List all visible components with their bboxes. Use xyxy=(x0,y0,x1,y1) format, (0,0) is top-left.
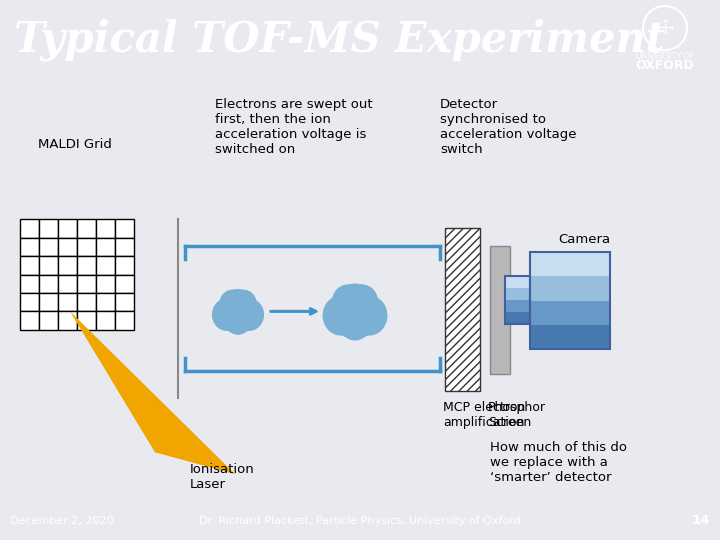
Bar xyxy=(58,312,77,330)
Text: MCP electron
amplification: MCP electron amplification xyxy=(443,401,526,429)
Circle shape xyxy=(330,284,380,339)
Text: UNIVERSITY OF: UNIVERSITY OF xyxy=(636,52,694,60)
Bar xyxy=(115,219,134,238)
Circle shape xyxy=(351,296,387,335)
Bar xyxy=(115,256,134,274)
Text: Detector
synchronised to
acceleration voltage
switch: Detector synchronised to acceleration vo… xyxy=(440,98,577,156)
Bar xyxy=(77,312,96,330)
Bar xyxy=(20,293,39,312)
Bar xyxy=(77,274,96,293)
Polygon shape xyxy=(70,312,235,474)
Bar xyxy=(96,293,115,312)
Bar xyxy=(115,293,134,312)
Bar xyxy=(115,312,134,330)
Bar xyxy=(115,274,134,293)
Bar xyxy=(20,274,39,293)
Bar xyxy=(96,238,115,256)
Bar xyxy=(530,252,610,276)
Bar xyxy=(20,256,39,274)
Bar xyxy=(39,256,58,274)
Bar xyxy=(77,256,96,274)
Circle shape xyxy=(212,299,241,330)
Text: 14: 14 xyxy=(692,514,710,527)
Bar xyxy=(96,256,115,274)
Bar xyxy=(39,238,58,256)
Bar xyxy=(445,228,480,390)
Bar xyxy=(530,301,610,325)
Circle shape xyxy=(220,291,245,317)
Bar xyxy=(96,274,115,293)
Bar xyxy=(505,275,530,325)
Bar xyxy=(530,325,610,349)
Bar xyxy=(77,238,96,256)
Bar xyxy=(505,288,530,300)
Bar xyxy=(505,275,530,288)
Bar xyxy=(58,219,77,238)
Text: December 2, 2020: December 2, 2020 xyxy=(10,516,114,525)
Bar xyxy=(505,312,530,325)
Bar xyxy=(77,293,96,312)
Bar xyxy=(39,219,58,238)
Circle shape xyxy=(218,289,258,333)
Bar xyxy=(20,312,39,330)
Text: Electrons are swept out
first, then the ion
acceleration voltage is
switched on: Electrons are swept out first, then the … xyxy=(215,98,373,156)
Circle shape xyxy=(226,308,250,334)
Text: Phosphor
Screen: Phosphor Screen xyxy=(488,401,546,429)
Bar xyxy=(39,312,58,330)
Bar xyxy=(530,276,610,301)
Text: Ionisation
Laser: Ionisation Laser xyxy=(190,463,255,491)
Bar xyxy=(20,238,39,256)
Text: Dr. Richard Plackett, Particle Physics, University of Oxford: Dr. Richard Plackett, Particle Physics, … xyxy=(199,516,521,525)
Text: How much of this do
we replace with a
‘smarter’ detector: How much of this do we replace with a ‘s… xyxy=(490,442,627,484)
Text: Typical TOF-MS Experiment: Typical TOF-MS Experiment xyxy=(14,19,665,62)
Bar xyxy=(96,312,115,330)
Circle shape xyxy=(231,291,256,317)
Text: Camera: Camera xyxy=(558,233,610,246)
Circle shape xyxy=(346,285,377,319)
Text: MALDI Grid: MALDI Grid xyxy=(38,138,112,151)
Circle shape xyxy=(340,307,370,340)
Bar xyxy=(490,246,510,374)
Bar xyxy=(505,300,530,312)
Bar xyxy=(20,219,39,238)
Bar xyxy=(58,274,77,293)
Circle shape xyxy=(323,296,359,335)
Bar xyxy=(530,252,610,349)
Bar xyxy=(58,256,77,274)
Text: ☩: ☩ xyxy=(656,18,674,38)
Bar xyxy=(39,274,58,293)
Circle shape xyxy=(235,299,264,330)
Bar xyxy=(58,293,77,312)
Circle shape xyxy=(333,285,364,319)
Bar xyxy=(58,238,77,256)
Bar xyxy=(77,219,96,238)
Bar xyxy=(39,293,58,312)
Text: OXFORD: OXFORD xyxy=(636,59,694,72)
Bar xyxy=(96,219,115,238)
Bar xyxy=(115,238,134,256)
